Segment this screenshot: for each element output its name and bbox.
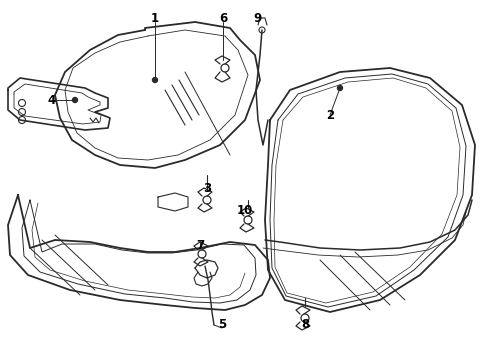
Text: 5: 5 <box>218 319 226 332</box>
Text: 7: 7 <box>196 239 204 252</box>
Text: 10: 10 <box>237 203 253 216</box>
Text: 2: 2 <box>326 108 334 122</box>
Text: 6: 6 <box>219 12 227 24</box>
Circle shape <box>73 98 77 103</box>
Text: 1: 1 <box>151 12 159 24</box>
Text: 9: 9 <box>254 12 262 24</box>
Text: 4: 4 <box>48 94 56 107</box>
Circle shape <box>338 86 343 90</box>
Text: 3: 3 <box>203 181 211 194</box>
Text: 8: 8 <box>301 319 309 332</box>
Circle shape <box>152 77 157 82</box>
